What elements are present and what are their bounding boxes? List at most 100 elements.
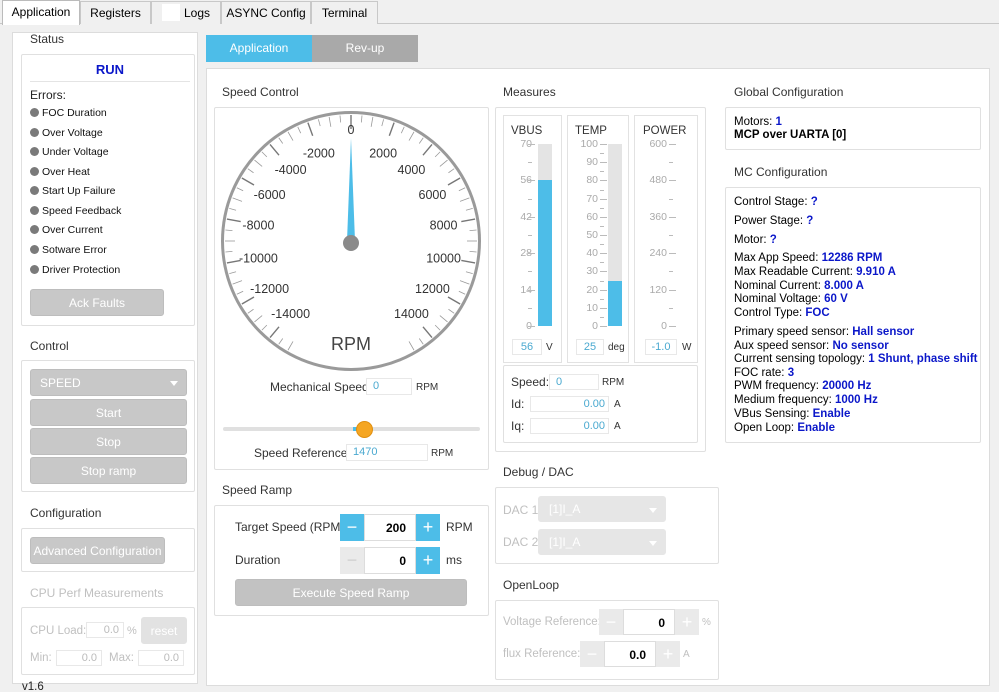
voltage-reference-decrement[interactable]: − bbox=[599, 609, 623, 635]
execute-speed-ramp-button[interactable]: Execute Speed Ramp bbox=[235, 579, 467, 606]
meter-minor-tick bbox=[600, 280, 604, 282]
chevron-down-icon bbox=[649, 508, 657, 513]
dac2-select[interactable]: [1]I_A bbox=[538, 529, 666, 555]
flux-reference-decrement[interactable]: − bbox=[580, 641, 604, 667]
mc-config-label: Open Loop: bbox=[734, 422, 798, 434]
main-tab-bar: Application Registers Logs ASYNC Config … bbox=[0, 0, 999, 25]
stop-button[interactable]: Stop bbox=[30, 428, 187, 455]
tab-terminal[interactable]: Terminal bbox=[311, 1, 378, 24]
mc-config-value: FOC bbox=[805, 307, 830, 319]
tab-logs[interactable]: Logs bbox=[151, 1, 221, 24]
gauge-label: -10000 bbox=[239, 251, 278, 265]
power-value: -1.0 bbox=[645, 339, 677, 355]
cpu-reset-button[interactable]: reset bbox=[141, 617, 187, 644]
temp-unit: deg bbox=[608, 342, 625, 353]
mc-config-row: Medium frequency: 1000 Hz bbox=[734, 394, 878, 406]
measure-speed-label: Speed: bbox=[511, 375, 550, 389]
target-speed-decrement[interactable]: − bbox=[340, 514, 364, 541]
gauge-tick bbox=[388, 122, 395, 136]
speed-slider-track[interactable] bbox=[223, 427, 480, 431]
flux-reference-field[interactable]: 0.0 bbox=[604, 641, 656, 667]
dac1-select[interactable]: [1]I_A bbox=[538, 496, 666, 522]
mc-config-row: Control Stage: ? bbox=[734, 196, 818, 208]
meter-minor-tick bbox=[600, 225, 604, 227]
gauge-tick bbox=[339, 115, 342, 123]
gauge-tick bbox=[458, 187, 466, 192]
tab-label: Registers bbox=[90, 6, 141, 20]
mc-config-value: 9.910 A bbox=[856, 266, 896, 278]
advanced-configuration-button[interactable]: Advanced Configuration bbox=[30, 537, 165, 564]
stop-ramp-button[interactable]: Stop ramp bbox=[30, 457, 187, 484]
mc-config-label: Max Readable Current: bbox=[734, 266, 857, 278]
duration-decrement[interactable]: − bbox=[340, 547, 364, 574]
meter-minor-tick bbox=[600, 244, 604, 246]
measure-id-field: 0.00 bbox=[530, 396, 609, 412]
gauge-tick bbox=[236, 290, 244, 295]
chevron-down-icon bbox=[649, 541, 657, 546]
flux-reference-increment[interactable]: + bbox=[656, 641, 680, 667]
mc-config-row: Primary speed sensor: Hall sensor bbox=[734, 326, 914, 338]
measure-speed-field: 0 bbox=[549, 374, 599, 390]
meter-tick-label: 100 bbox=[580, 138, 598, 150]
target-speed-field[interactable]: 200 bbox=[364, 514, 416, 541]
duration-increment[interactable]: + bbox=[416, 547, 440, 574]
start-button[interactable]: Start bbox=[30, 399, 187, 426]
cpu-min-label: Min: bbox=[30, 652, 52, 664]
error-speed-feedback: Speed Feedback bbox=[30, 205, 121, 217]
error-driver-protection: Driver Protection bbox=[30, 264, 120, 276]
gauge-label: 4000 bbox=[398, 163, 426, 177]
dac2-value: [1]I_A bbox=[549, 535, 581, 549]
status-led-icon bbox=[30, 108, 39, 117]
voltage-reference-increment[interactable]: + bbox=[675, 609, 699, 635]
chevron-down-icon bbox=[170, 381, 178, 386]
meter-minor-tick bbox=[528, 235, 532, 236]
gauge-tick bbox=[232, 197, 243, 202]
ack-faults-button[interactable]: Ack Faults bbox=[30, 289, 164, 316]
gauge-label: -12000 bbox=[250, 282, 289, 296]
mc-config-row: Current sensing topology: 1 Shunt, phase… bbox=[734, 353, 978, 365]
cpu-max-field: 0.0 bbox=[138, 650, 184, 666]
temp-scale: 100 90 80 70 60 50 40 30 20 10 0 bbox=[568, 116, 630, 364]
meter-tick bbox=[669, 180, 676, 182]
meter-tick bbox=[528, 326, 535, 327]
tab-registers[interactable]: Registers bbox=[80, 1, 151, 24]
error-foc-duration: FOC Duration bbox=[30, 107, 107, 119]
tab-async-config[interactable]: ASYNC Config bbox=[221, 1, 311, 24]
gauge-tick bbox=[232, 280, 243, 285]
tab-rev-up[interactable]: Rev-up bbox=[312, 35, 418, 62]
mc-config-row: Open Loop: Enable bbox=[734, 422, 835, 434]
temp-meter: TEMP 100 90 80 70 60 50 40 30 20 10 0 25 deg bbox=[567, 115, 629, 363]
tab-application-panel[interactable]: Application bbox=[206, 35, 312, 62]
meter-minor-tick bbox=[528, 307, 532, 309]
mc-config-row: Power Stage: ? bbox=[734, 215, 813, 227]
status-led-icon bbox=[30, 147, 39, 156]
cpu-title: CPU Perf Measurements bbox=[30, 586, 164, 600]
gauge-label: -6000 bbox=[254, 188, 286, 202]
meter-tick bbox=[600, 216, 607, 218]
duration-label: Duration bbox=[235, 553, 281, 567]
gauge-tick bbox=[448, 168, 455, 174]
mc-config-value: Hall sensor bbox=[852, 326, 915, 338]
tab-application[interactable]: Application bbox=[2, 0, 80, 25]
mc-config-value: ? bbox=[810, 196, 818, 208]
mc-config-label: Control Type: bbox=[734, 307, 806, 319]
gauge-tick bbox=[226, 218, 241, 223]
meter-tick-label: 40 bbox=[586, 247, 598, 260]
mc-config-row: PWM frequency: 20000 Hz bbox=[734, 380, 871, 392]
speed-reference-field[interactable]: 1470 bbox=[346, 444, 428, 461]
meter-minor-tick bbox=[669, 307, 673, 309]
control-mode-value: SPEED bbox=[40, 376, 81, 390]
mc-config-label: VBus Sensing: bbox=[734, 408, 813, 420]
gauge-tick bbox=[461, 218, 476, 223]
tab-label: Logs bbox=[183, 6, 211, 20]
gauge-tick bbox=[328, 116, 332, 127]
speed-slider-handle[interactable] bbox=[356, 421, 374, 438]
control-mode-select[interactable]: SPEED bbox=[30, 369, 187, 396]
meter-tick bbox=[600, 198, 607, 200]
target-speed-increment[interactable]: + bbox=[416, 514, 440, 541]
gauge-tick bbox=[465, 208, 473, 211]
cpu-max-label: Max: bbox=[109, 652, 134, 664]
duration-field[interactable]: 0 bbox=[364, 547, 416, 574]
error-under-voltage: Under Voltage bbox=[30, 146, 109, 158]
voltage-reference-field[interactable]: 0 bbox=[623, 609, 675, 635]
